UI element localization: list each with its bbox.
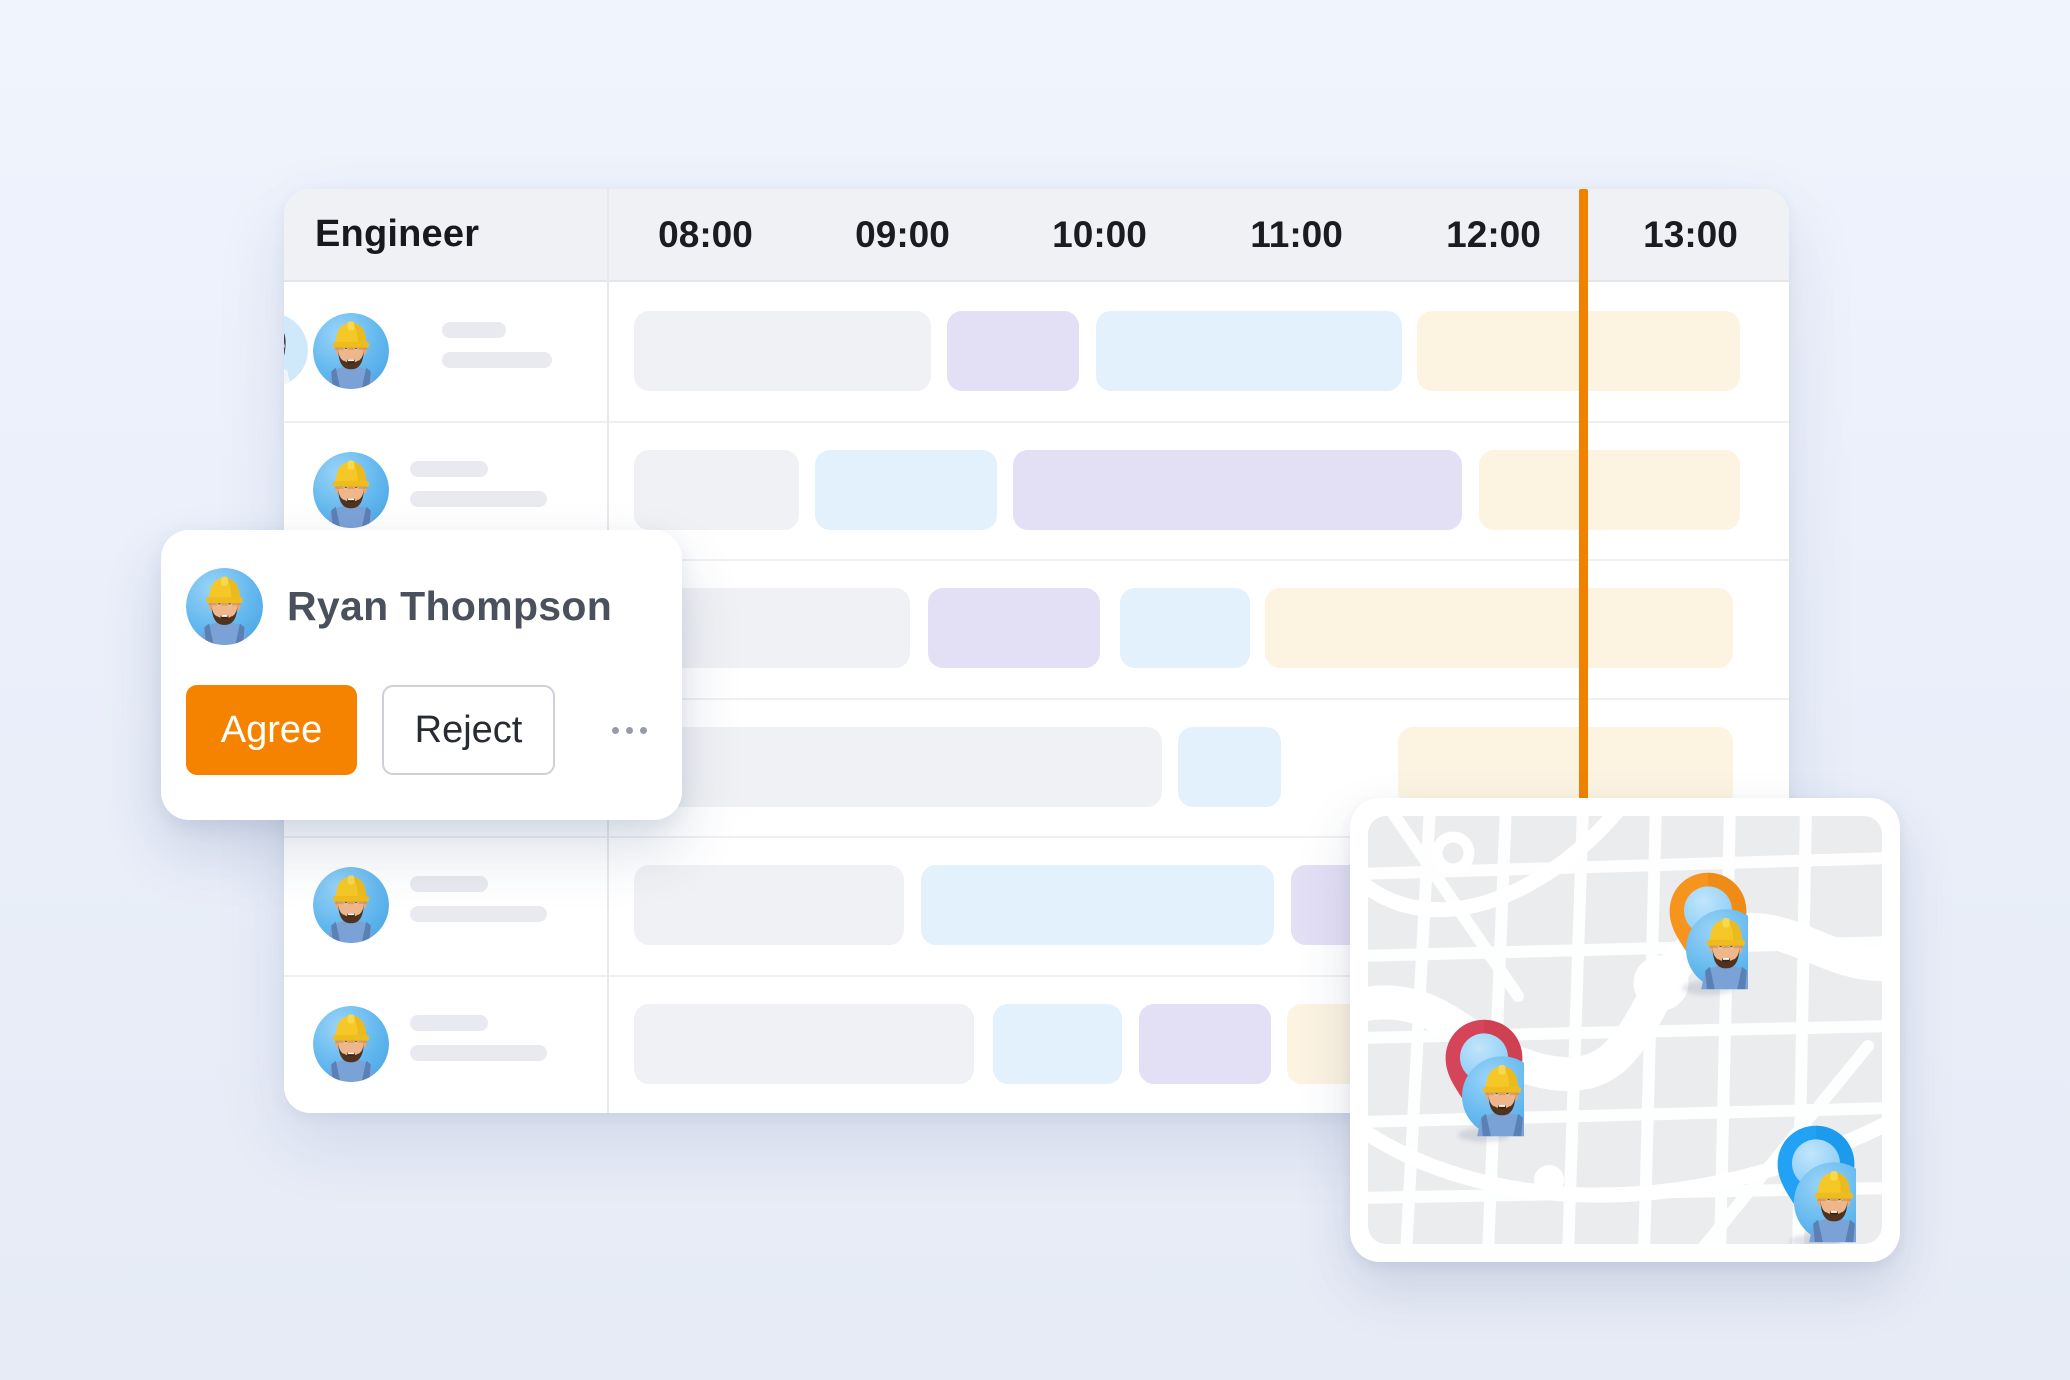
more-options-icon[interactable] bbox=[599, 685, 659, 775]
engineer-avatar bbox=[313, 1006, 389, 1082]
blue-pin[interactable] bbox=[1776, 1124, 1856, 1244]
name-placeholder bbox=[410, 1014, 488, 1031]
detail-placeholder bbox=[410, 906, 547, 922]
engineer-name: Ryan Thompson bbox=[287, 583, 613, 629]
name-placeholder bbox=[442, 322, 506, 338]
schedule-block-cream[interactable] bbox=[1479, 449, 1740, 530]
time-label-09:00: 09:00 bbox=[855, 213, 950, 255]
current-time-line bbox=[1579, 189, 1588, 1113]
row-divider bbox=[284, 974, 1789, 977]
row-divider bbox=[284, 836, 1789, 838]
row-divider bbox=[284, 559, 1789, 561]
schedule-card: Engineer 08:00 09:00 10:00 11:00 12:00 13:00 bbox=[284, 189, 1789, 1113]
schedule-block-gray[interactable] bbox=[634, 449, 799, 530]
time-label-11:00: 11:00 bbox=[1250, 213, 1343, 255]
engineer-row-1 bbox=[284, 282, 1789, 420]
time-label-10:00: 10:00 bbox=[1052, 213, 1147, 255]
engineer-avatar bbox=[313, 867, 389, 943]
time-label-13:00: 13:00 bbox=[1643, 213, 1738, 255]
schedule-block-gray[interactable] bbox=[634, 311, 931, 391]
schedule-rows bbox=[284, 189, 1789, 1113]
schedule-block-cream[interactable] bbox=[1265, 588, 1733, 668]
schedule-block-purple[interactable] bbox=[928, 588, 1100, 668]
map-roads bbox=[1368, 816, 1882, 1244]
schedule-block-purple[interactable] bbox=[1013, 449, 1462, 530]
schedule-block-blue[interactable] bbox=[1096, 311, 1402, 391]
engineer-row-5 bbox=[284, 836, 1789, 974]
schedule-block-blue[interactable] bbox=[1178, 726, 1281, 807]
orange-pin-shadow bbox=[1682, 981, 1734, 995]
row-divider bbox=[284, 420, 1789, 423]
schedule-block-cream[interactable] bbox=[1417, 311, 1740, 391]
schedule-block-purple[interactable] bbox=[947, 311, 1079, 391]
schedule-block-gray[interactable] bbox=[634, 865, 904, 945]
engineer-row-2 bbox=[284, 421, 1789, 559]
schedule-block-gray[interactable] bbox=[634, 1003, 974, 1084]
name-placeholder bbox=[410, 460, 488, 477]
teammate-avatar bbox=[284, 313, 308, 387]
schedule-block-purple[interactable] bbox=[1139, 1003, 1271, 1084]
name-placeholder bbox=[410, 876, 488, 892]
engineer-avatar bbox=[313, 452, 389, 528]
row-divider bbox=[284, 697, 1789, 700]
schedule-block-blue[interactable] bbox=[921, 865, 1274, 945]
red-pin-shadow bbox=[1458, 1128, 1510, 1142]
map-card bbox=[1350, 798, 1900, 1262]
schedule-header: Engineer 08:00 09:00 10:00 11:00 12:00 13:00 bbox=[284, 189, 1789, 282]
schedule-block-blue[interactable] bbox=[1120, 588, 1250, 668]
red-pin[interactable] bbox=[1444, 1018, 1524, 1140]
map[interactable] bbox=[1368, 816, 1882, 1244]
blue-pin-shadow bbox=[1790, 1234, 1842, 1244]
agree-button[interactable]: Agree bbox=[186, 685, 357, 775]
schedule-block-blue[interactable] bbox=[993, 1003, 1122, 1084]
detail-placeholder bbox=[442, 352, 552, 368]
detail-placeholder bbox=[410, 1044, 547, 1061]
schedule-block-gray[interactable] bbox=[634, 726, 1162, 807]
orange-pin[interactable] bbox=[1668, 871, 1748, 993]
engineer-column-header: Engineer bbox=[315, 213, 480, 255]
engineer-avatar bbox=[313, 313, 389, 389]
detail-placeholder bbox=[410, 490, 547, 507]
time-label-12:00: 12:00 bbox=[1446, 213, 1541, 255]
reject-button[interactable]: Reject bbox=[382, 685, 555, 775]
schedule-block-blue[interactable] bbox=[815, 449, 997, 530]
popup-avatar bbox=[186, 568, 263, 645]
engineer-row-6 bbox=[284, 975, 1789, 1113]
time-label-08:00: 08:00 bbox=[658, 213, 753, 255]
schedule-block-cream[interactable] bbox=[1398, 726, 1733, 807]
assignment-popup: Ryan Thompson Agree Reject bbox=[161, 530, 682, 820]
